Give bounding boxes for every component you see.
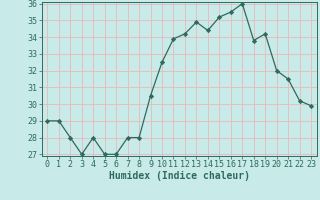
X-axis label: Humidex (Indice chaleur): Humidex (Indice chaleur) [109, 171, 250, 181]
